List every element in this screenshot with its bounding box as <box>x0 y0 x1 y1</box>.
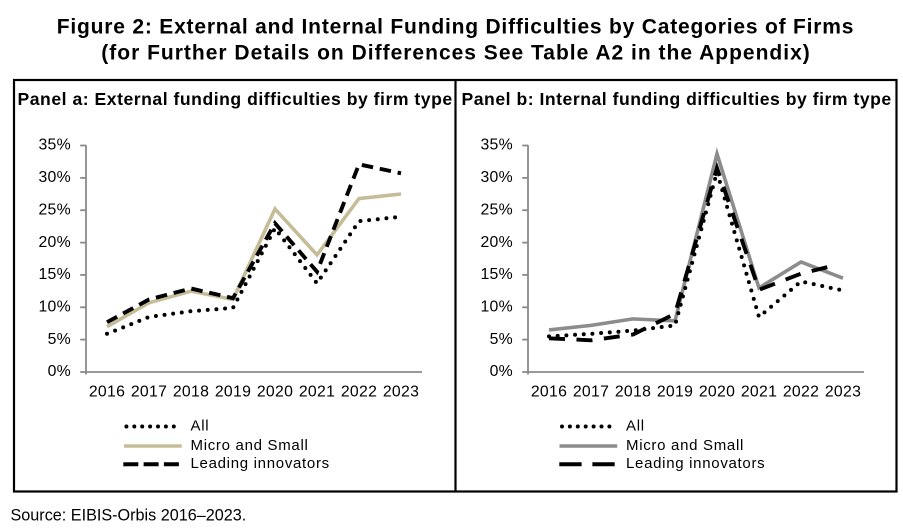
svg-text:Micro and Small: Micro and Small <box>191 437 309 454</box>
svg-text:2020: 2020 <box>699 384 735 401</box>
svg-text:2019: 2019 <box>657 384 693 401</box>
svg-text:0%: 0% <box>48 363 71 380</box>
svg-text:30%: 30% <box>38 169 71 186</box>
svg-text:Figure 2: External and Interna: Figure 2: External and Internal Funding … <box>57 16 854 39</box>
svg-text:5%: 5% <box>490 331 513 348</box>
svg-text:Source: EIBIS-Orbis 2016–2023.: Source: EIBIS-Orbis 2016–2023. <box>11 507 247 525</box>
svg-text:Micro and Small: Micro and Small <box>626 437 744 454</box>
svg-text:All: All <box>191 417 210 434</box>
svg-text:2017: 2017 <box>131 384 167 401</box>
svg-text:35%: 35% <box>480 137 513 154</box>
svg-text:Panel a: External funding diff: Panel a: External funding difficulties b… <box>18 89 453 109</box>
svg-text:All: All <box>626 417 645 434</box>
svg-text:Leading innovators: Leading innovators <box>626 455 765 472</box>
svg-text:2023: 2023 <box>383 384 419 401</box>
svg-text:30%: 30% <box>480 169 513 186</box>
svg-text:25%: 25% <box>480 201 513 218</box>
svg-text:35%: 35% <box>38 137 71 154</box>
svg-text:15%: 15% <box>38 266 71 283</box>
svg-text:0%: 0% <box>490 363 513 380</box>
svg-text:10%: 10% <box>38 299 71 316</box>
svg-text:2020: 2020 <box>257 384 293 401</box>
svg-text:Panel b: Internal funding diff: Panel b: Internal funding difficulties b… <box>462 89 892 109</box>
svg-text:25%: 25% <box>38 201 71 218</box>
svg-text:15%: 15% <box>480 266 513 283</box>
svg-text:2022: 2022 <box>341 384 377 401</box>
svg-text:20%: 20% <box>38 234 71 251</box>
svg-text:2021: 2021 <box>741 384 777 401</box>
svg-text:Leading innovators: Leading innovators <box>191 455 330 472</box>
svg-text:2018: 2018 <box>173 384 209 401</box>
svg-text:2019: 2019 <box>215 384 251 401</box>
svg-text:2022: 2022 <box>783 384 819 401</box>
svg-text:5%: 5% <box>48 331 71 348</box>
svg-text:2016: 2016 <box>89 384 125 401</box>
svg-text:10%: 10% <box>480 299 513 316</box>
svg-text:2018: 2018 <box>615 384 651 401</box>
svg-text:20%: 20% <box>480 234 513 251</box>
svg-text:2023: 2023 <box>825 384 861 401</box>
svg-text:2021: 2021 <box>299 384 335 401</box>
svg-text:2016: 2016 <box>531 384 567 401</box>
svg-text:(for Further Details on Differ: (for Further Details on Differences See … <box>101 42 811 65</box>
svg-text:2017: 2017 <box>573 384 609 401</box>
